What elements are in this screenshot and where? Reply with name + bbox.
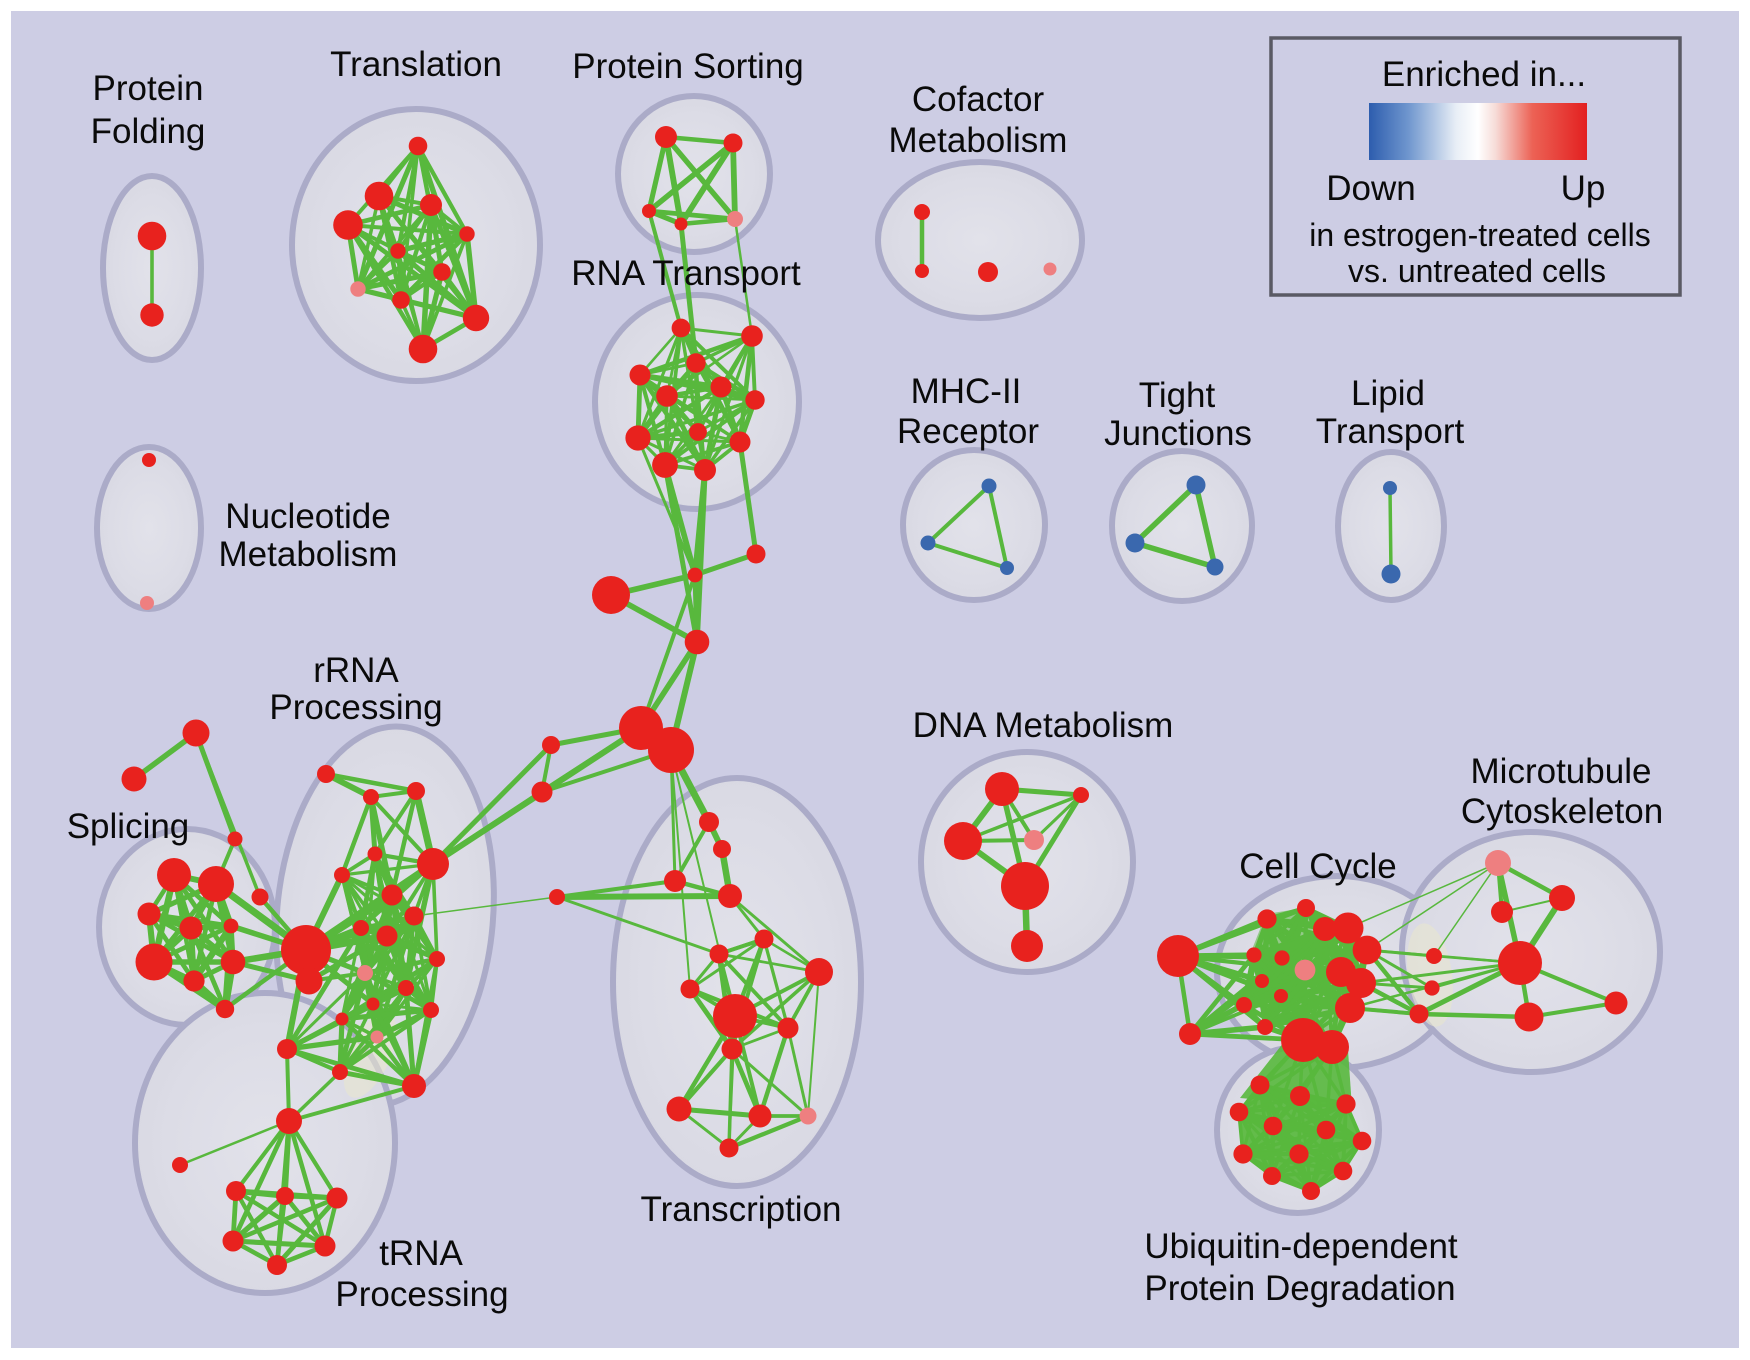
- svg-text:in estrogen-treated cells: in estrogen-treated cells: [1309, 217, 1651, 253]
- svg-text:DNA Metabolism: DNA Metabolism: [913, 706, 1174, 745]
- svg-text:Protein: Protein: [93, 69, 204, 108]
- svg-text:Cofactor: Cofactor: [912, 80, 1045, 119]
- svg-text:Splicing: Splicing: [67, 807, 190, 846]
- svg-text:Cell Cycle: Cell Cycle: [1239, 847, 1397, 886]
- svg-text:Metabolism: Metabolism: [889, 121, 1068, 160]
- svg-text:Enriched in...: Enriched in...: [1382, 55, 1586, 94]
- svg-text:Processing: Processing: [269, 688, 442, 727]
- svg-text:Metabolism: Metabolism: [219, 535, 398, 574]
- svg-text:Nucleotide: Nucleotide: [225, 497, 390, 536]
- svg-text:Receptor: Receptor: [897, 412, 1039, 451]
- svg-text:Ubiquitin-dependent: Ubiquitin-dependent: [1144, 1227, 1458, 1266]
- svg-text:Lipid: Lipid: [1351, 374, 1425, 413]
- svg-text:Processing: Processing: [335, 1275, 508, 1314]
- svg-text:Translation: Translation: [330, 45, 502, 84]
- svg-text:RNA Transport: RNA Transport: [571, 254, 801, 293]
- svg-text:MHC-II: MHC-II: [911, 372, 1022, 411]
- svg-text:vs. untreated cells: vs. untreated cells: [1348, 253, 1606, 289]
- svg-text:Down: Down: [1326, 169, 1415, 208]
- svg-text:Protein Degradation: Protein Degradation: [1144, 1269, 1455, 1308]
- svg-text:Transcription: Transcription: [641, 1190, 842, 1229]
- svg-text:Microtubule: Microtubule: [1471, 752, 1652, 791]
- svg-text:Junctions: Junctions: [1104, 414, 1252, 453]
- svg-text:Cytoskeleton: Cytoskeleton: [1461, 792, 1663, 831]
- svg-text:Folding: Folding: [91, 112, 206, 151]
- svg-text:Transport: Transport: [1316, 412, 1465, 451]
- svg-text:Protein Sorting: Protein Sorting: [572, 47, 804, 86]
- svg-text:rRNA: rRNA: [313, 651, 399, 690]
- svg-text:Tight: Tight: [1139, 376, 1216, 415]
- svg-text:tRNA: tRNA: [379, 1234, 463, 1273]
- svg-text:Up: Up: [1561, 169, 1606, 208]
